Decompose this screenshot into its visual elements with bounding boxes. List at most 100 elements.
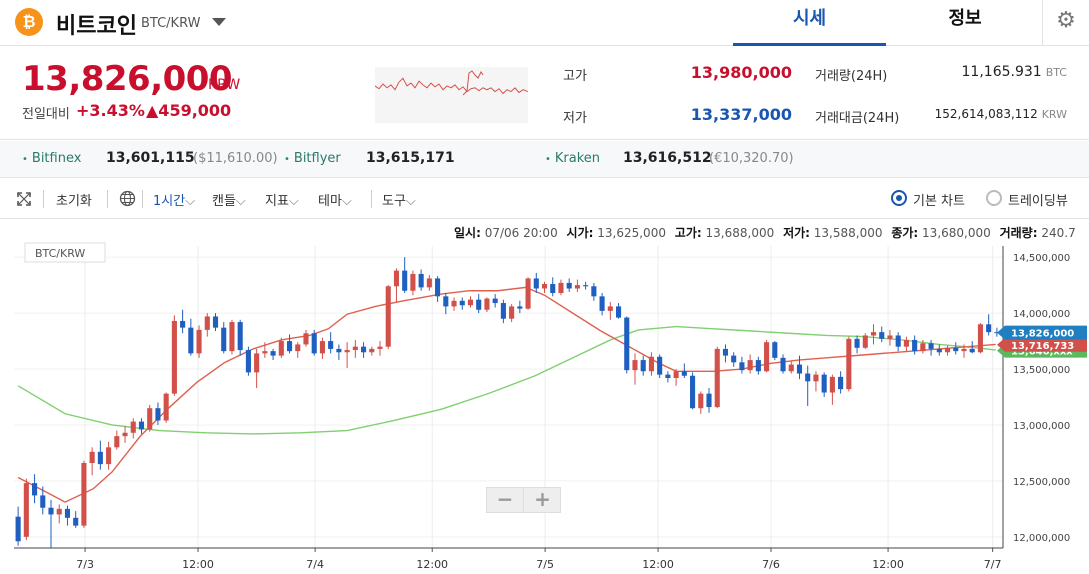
exchange-price: 13,601,115: [106, 150, 195, 166]
price-tag-label: 13,716,733: [1011, 341, 1074, 352]
candle-body: [591, 286, 597, 297]
candle-body: [640, 360, 646, 372]
volume-value: 240.7: [1041, 226, 1076, 240]
candle-dropdown[interactable]: 캔들⌵: [212, 190, 246, 209]
candle-body: [665, 374, 671, 378]
candle-info: 일시: 07/06 20:00 시가: 13,625,000 고가: 13,68…: [454, 224, 1081, 241]
candle-body: [706, 393, 712, 408]
candle-body: [237, 322, 243, 351]
price-tag-bg: [997, 337, 1087, 352]
chevron-down-icon: ⌵: [405, 194, 416, 209]
candle-body: [303, 333, 309, 345]
candle-body: [418, 273, 424, 288]
gear-icon[interactable]: ⚙: [1042, 0, 1089, 46]
exchange-sub-price: (€10,320.70): [709, 151, 794, 166]
chevron-down-icon: ⌵: [235, 194, 246, 209]
x-tick-label: 12:00: [182, 558, 214, 571]
candle-body: [673, 371, 679, 378]
pair-label-bg: [24, 242, 106, 263]
exchange-bitflyer[interactable]: • Bitflyer: [284, 151, 341, 166]
candle-body: [89, 451, 95, 463]
x-tick-label: 12:00: [416, 558, 448, 571]
candle-body: [56, 508, 62, 515]
candle-body: [722, 348, 729, 356]
basic-chart-label[interactable]: 기본 차트: [913, 194, 965, 209]
candle-body: [509, 306, 515, 319]
candle-body: [171, 320, 177, 394]
price-summary: 13,826,000 KRW 전일대비 +3.43% ▲459,000 고가 1…: [0, 47, 1089, 140]
theme-dropdown[interactable]: 테마⌵: [318, 190, 352, 209]
exchange-kraken[interactable]: • Kraken: [545, 151, 601, 166]
candle-body: [920, 343, 926, 352]
candle-body: [204, 316, 210, 330]
tab-info[interactable]: 정보: [948, 8, 982, 29]
candle-body: [130, 421, 136, 433]
candle-body: [624, 317, 630, 371]
open-label: 시가:: [566, 226, 594, 240]
candle-body: [180, 320, 186, 328]
chevron-down-icon: ⌵: [341, 194, 352, 209]
exchange-price: 13,615,171: [366, 150, 455, 166]
candle-body: [541, 284, 548, 289]
candle-body: [435, 278, 441, 297]
low-value: 13,337,000: [690, 105, 792, 124]
x-tick-label: 12:00: [642, 558, 674, 571]
interval-label: 1시간: [153, 194, 186, 209]
tradingview-label[interactable]: 트레이딩뷰: [1008, 194, 1068, 209]
tab-price[interactable]: 시세: [733, 6, 886, 46]
indicator-dropdown[interactable]: 지표⌵: [265, 190, 299, 209]
x-tick-label: 7/6: [762, 558, 780, 571]
toolbar-divider: [107, 190, 108, 208]
interval-dropdown[interactable]: 1시간⌵: [153, 190, 195, 209]
chevron-down-icon[interactable]: [212, 18, 226, 26]
globe-icon[interactable]: [119, 190, 136, 207]
candle-body: [361, 346, 367, 353]
candle-body: [122, 432, 128, 437]
candle-body: [714, 348, 720, 408]
candle-body: [648, 356, 654, 372]
candle-body: [254, 353, 260, 373]
candle-body: [286, 341, 293, 352]
candle-body: [903, 339, 909, 347]
candle-body: [163, 393, 169, 421]
tradingview-radio[interactable]: [986, 190, 1002, 206]
candle-body: [426, 278, 432, 288]
amount-value: 152,614,083,112 KRW: [920, 107, 1067, 121]
candle-label: 캔들: [212, 194, 236, 209]
pair-label: BTC/KRW: [35, 247, 85, 260]
exchange-bitfinex[interactable]: • Bitfinex: [22, 151, 82, 166]
basic-chart-radio[interactable]: [891, 190, 907, 206]
coin-pair[interactable]: BTC/KRW: [141, 16, 201, 31]
candle-body: [410, 273, 416, 291]
candle-body: [155, 408, 161, 421]
candle-body: [500, 303, 506, 319]
candle-body: [221, 327, 227, 352]
coin-name[interactable]: 비트코인: [56, 14, 137, 39]
reset-button[interactable]: 초기화: [56, 194, 92, 209]
candle-body: [870, 332, 877, 336]
sparkline-chart: [375, 67, 528, 123]
tools-dropdown[interactable]: 도구⌵: [382, 190, 416, 209]
candle-body: [574, 285, 580, 289]
candle-body: [106, 447, 112, 465]
candle-body: [895, 335, 901, 347]
candle-body: [147, 408, 153, 430]
candle-body: [451, 300, 457, 307]
candles-layer: [15, 257, 1000, 548]
zoom-in-button[interactable]: +: [534, 487, 551, 511]
candle-body: [278, 341, 284, 356]
low-value: 13,588,000: [813, 226, 883, 240]
candle-body: [328, 341, 334, 349]
candle-body: [344, 350, 350, 353]
zoom-out-button[interactable]: −: [487, 488, 524, 512]
candlestick-chart[interactable]: 12,000,000 12,500,000 13,000,000 13,500,000…: [0, 238, 1089, 574]
exchange-bar: • Bitfinex 13,601,115 ($11,610.00) • Bitfl…: [0, 141, 1089, 178]
candle-body: [336, 348, 342, 353]
toolbar-divider: [142, 190, 143, 208]
candle-body: [476, 299, 482, 310]
price-tag-label: 13,646,xxx: [1011, 347, 1073, 358]
expand-icon[interactable]: [16, 191, 32, 207]
candle-body: [295, 344, 301, 352]
toolbar-divider: [43, 190, 44, 208]
